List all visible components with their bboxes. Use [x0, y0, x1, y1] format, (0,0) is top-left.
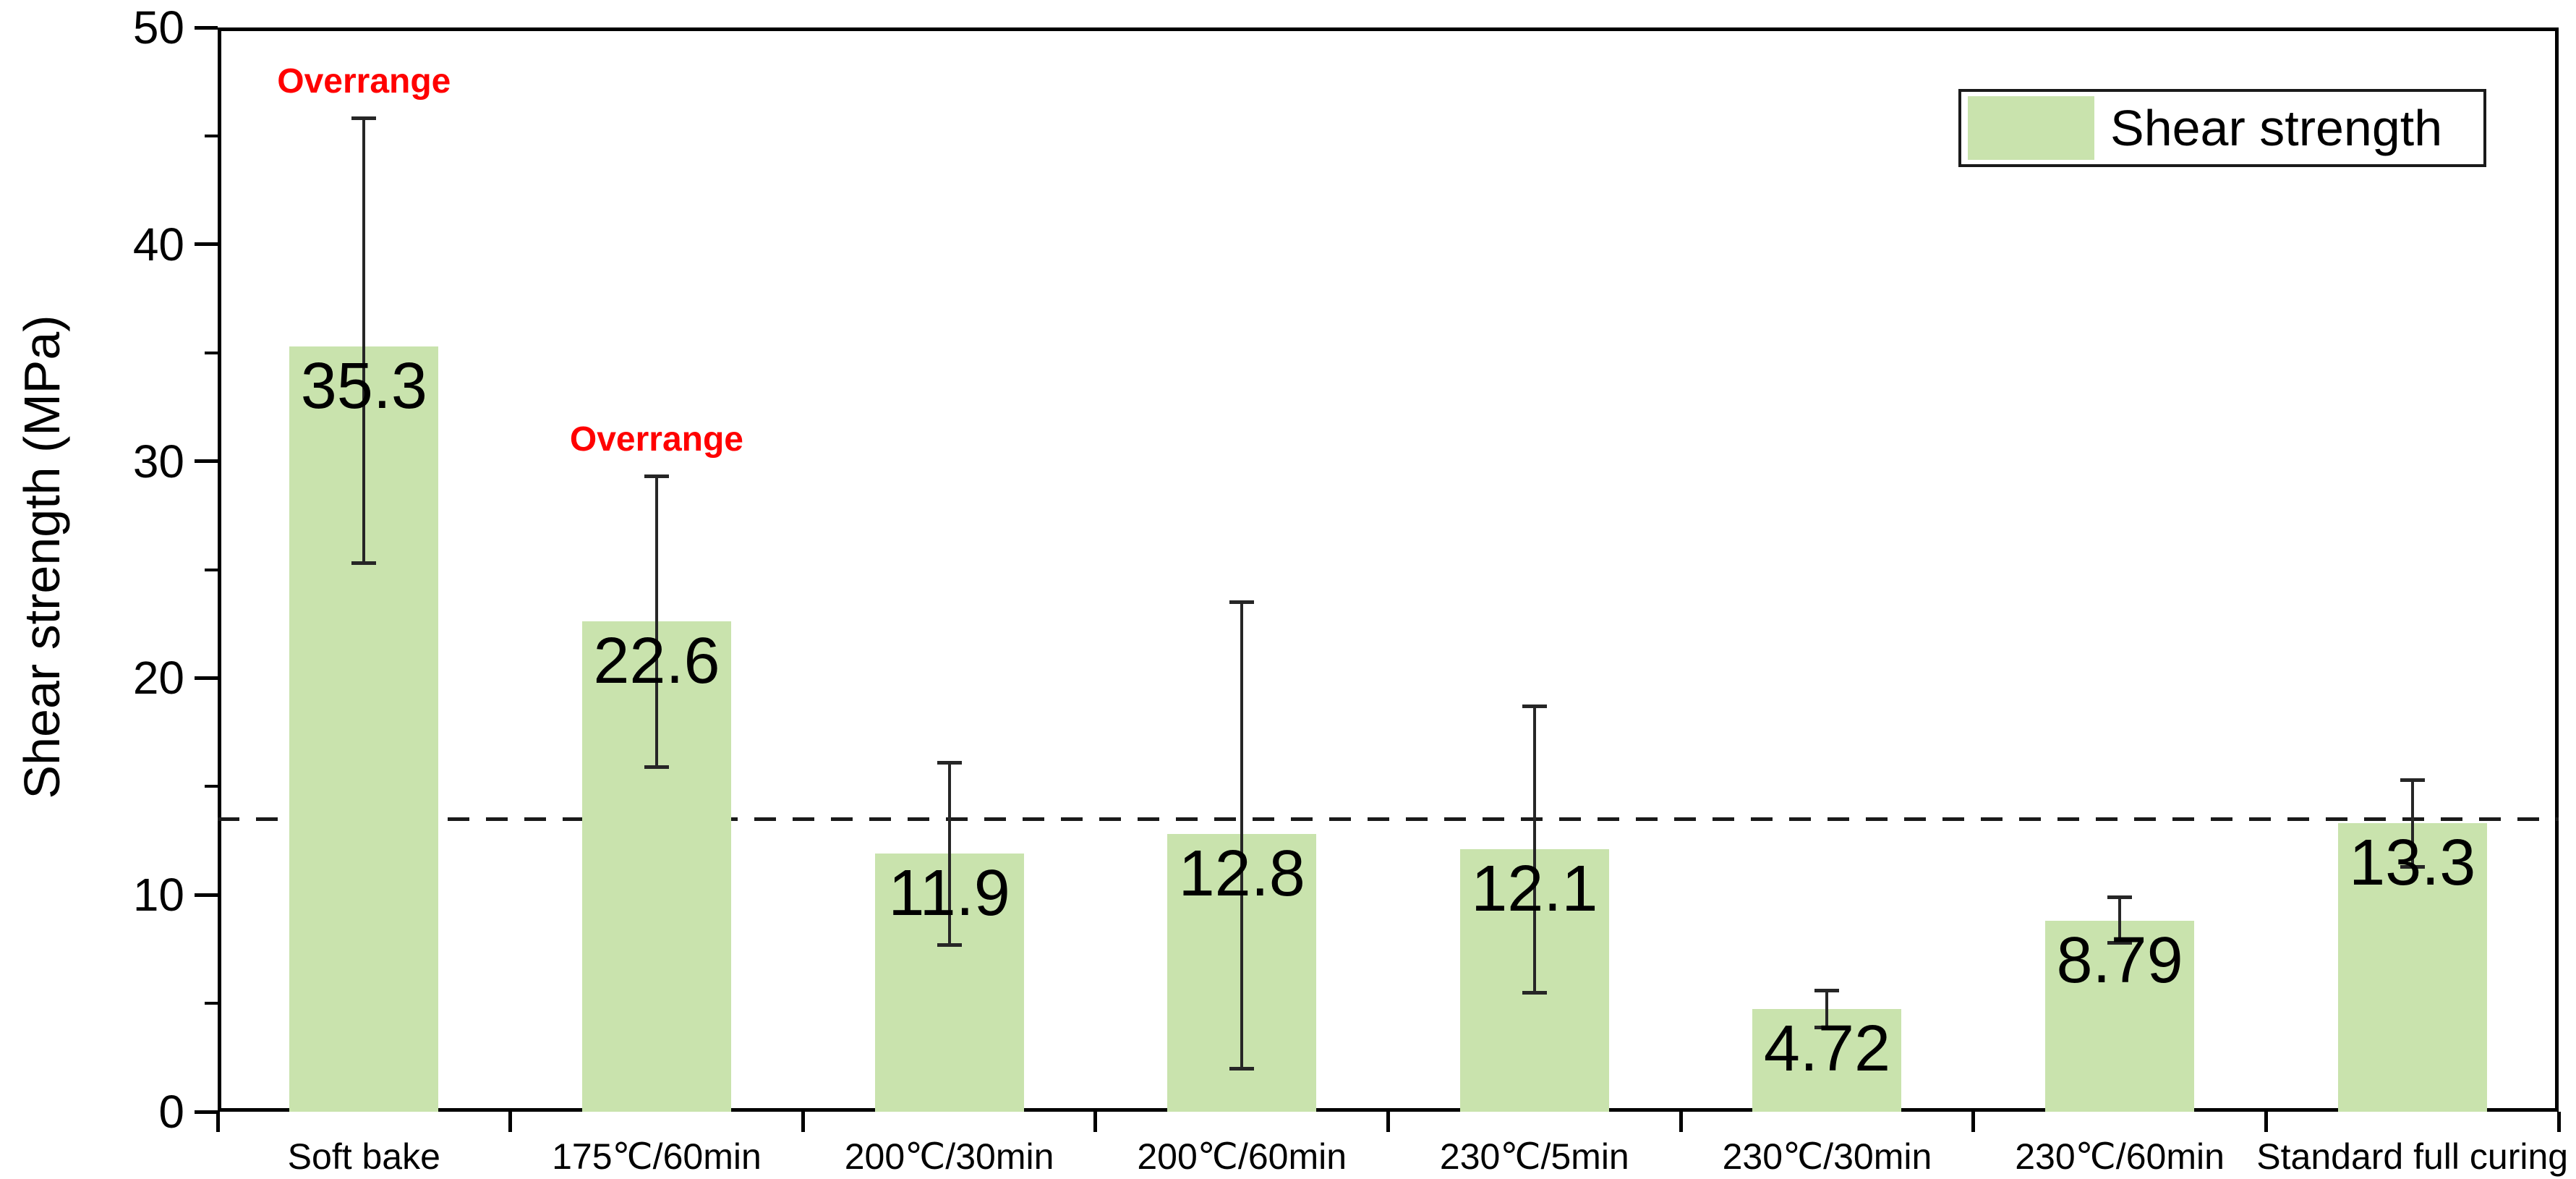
- y-tick-label: 10: [132, 869, 184, 922]
- y-minor-tick: [205, 568, 218, 571]
- bar-value-label: 13.3: [2349, 827, 2476, 900]
- bar-value-label: 4.72: [1763, 1013, 1891, 1086]
- bar: [2337, 823, 2487, 1112]
- error-bar-cap-bottom: [2400, 864, 2425, 869]
- error-bar-cap-bottom: [644, 765, 669, 769]
- error-bar-line: [1240, 602, 1244, 1069]
- y-major-tick: [195, 1110, 218, 1114]
- error-bar-line: [1825, 990, 1829, 1028]
- y-major-tick: [195, 242, 218, 247]
- y-minor-tick: [205, 351, 218, 354]
- error-bar-line: [362, 118, 366, 563]
- y-major-tick: [195, 25, 218, 30]
- y-tick-label: 30: [132, 435, 184, 488]
- bar: [2045, 921, 2195, 1112]
- x-tick: [1386, 1112, 1390, 1132]
- y-minor-tick: [205, 1002, 218, 1005]
- y-tick-label: 20: [132, 652, 184, 705]
- legend-swatch: [1968, 96, 2094, 160]
- error-bar-cap-bottom: [2107, 940, 2133, 945]
- error-bar-line: [947, 762, 951, 945]
- y-major-tick: [195, 676, 218, 680]
- x-tick: [801, 1112, 805, 1132]
- y-minor-tick: [205, 134, 218, 137]
- error-bar-cap-bottom: [937, 942, 962, 947]
- x-tick: [1093, 1112, 1098, 1132]
- reference-dashed-line: [218, 817, 2559, 821]
- y-axis-title: Shear strength (MPa): [14, 315, 70, 799]
- error-bar-cap-top: [1814, 988, 1840, 992]
- x-tick-label: 230℃/30min: [1722, 1136, 1932, 1177]
- bar-value-label: 22.6: [593, 625, 720, 698]
- legend: Shear strength: [1958, 89, 2486, 167]
- error-bar-line: [2118, 897, 2122, 943]
- error-bar-line: [654, 476, 658, 767]
- x-tick-label: 230℃/5min: [1439, 1136, 1629, 1177]
- error-bar-line: [1532, 706, 1536, 993]
- error-bar-cap-top: [2107, 895, 2133, 899]
- error-bar-cap-top: [351, 116, 377, 121]
- y-minor-tick: [205, 785, 218, 788]
- y-tick-label: 50: [132, 1, 184, 54]
- error-bar-cap-bottom: [351, 561, 377, 565]
- x-tick-label: Soft bake: [287, 1136, 440, 1177]
- x-tick-label: 200℃/30min: [844, 1136, 1054, 1177]
- error-bar-cap-bottom: [1814, 1025, 1840, 1029]
- error-bar-cap-bottom: [1229, 1066, 1255, 1071]
- x-tick: [2556, 1112, 2561, 1132]
- error-bar-cap-top: [1522, 704, 1547, 708]
- y-tick-label: 40: [132, 218, 184, 271]
- y-tick-label: 0: [158, 1086, 184, 1138]
- x-tick-label: Standard full curing: [2256, 1136, 2569, 1177]
- bar-value-label: 11.9: [888, 857, 1010, 930]
- x-tick: [216, 1112, 220, 1132]
- y-major-tick: [195, 459, 218, 464]
- error-bar-line: [2410, 780, 2414, 867]
- x-tick: [508, 1112, 513, 1132]
- y-major-tick: [195, 893, 218, 897]
- x-tick-label: 230℃/60min: [2015, 1136, 2225, 1177]
- bar-value-label: 12.8: [1178, 838, 1305, 911]
- error-bar-cap-top: [1229, 600, 1255, 604]
- bar-value-label: 35.3: [300, 349, 427, 422]
- legend-label: Shear strength: [2110, 100, 2443, 156]
- overrange-label: Overrange: [569, 420, 743, 459]
- x-tick-label: 200℃/60min: [1137, 1136, 1347, 1177]
- overrange-label: Overrange: [277, 61, 451, 101]
- error-bar-cap-top: [937, 760, 962, 765]
- x-tick: [2264, 1112, 2268, 1132]
- x-tick: [1971, 1112, 1976, 1132]
- error-bar-cap-bottom: [1522, 990, 1547, 995]
- error-bar-cap-top: [2400, 778, 2425, 782]
- bar-value-label: 12.1: [1471, 853, 1598, 926]
- bar-value-label: 8.79: [2056, 924, 2183, 997]
- x-tick-label: 175℃/60min: [552, 1136, 762, 1177]
- x-tick: [1679, 1112, 1683, 1132]
- error-bar-cap-top: [644, 474, 669, 479]
- plot-area: [218, 27, 2559, 1112]
